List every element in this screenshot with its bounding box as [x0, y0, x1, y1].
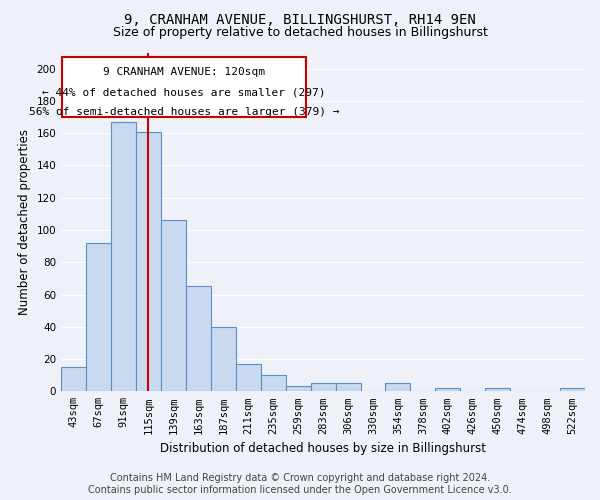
Bar	[311, 383, 335, 392]
Bar	[485, 388, 510, 392]
Text: 9, CRANHAM AVENUE, BILLINGSHURST, RH14 9EN: 9, CRANHAM AVENUE, BILLINGSHURST, RH14 9…	[124, 12, 476, 26]
Bar	[136, 132, 161, 392]
Text: Size of property relative to detached houses in Billingshurst: Size of property relative to detached ho…	[113, 26, 487, 39]
Text: 56% of semi-detached houses are larger (379) →: 56% of semi-detached houses are larger (…	[29, 108, 339, 118]
Bar	[436, 388, 460, 392]
Bar	[286, 386, 311, 392]
Bar	[560, 388, 585, 392]
Bar	[161, 220, 186, 392]
FancyBboxPatch shape	[62, 58, 305, 117]
Bar	[236, 364, 261, 392]
X-axis label: Distribution of detached houses by size in Billingshurst: Distribution of detached houses by size …	[160, 442, 486, 455]
Bar	[186, 286, 211, 392]
Bar	[335, 383, 361, 392]
Bar	[261, 375, 286, 392]
Text: ← 44% of detached houses are smaller (297): ← 44% of detached houses are smaller (29…	[42, 88, 326, 98]
Bar	[86, 243, 111, 392]
Bar	[385, 383, 410, 392]
Bar	[111, 122, 136, 392]
Text: 9 CRANHAM AVENUE: 120sqm: 9 CRANHAM AVENUE: 120sqm	[103, 67, 265, 77]
Bar	[61, 367, 86, 392]
Text: Contains HM Land Registry data © Crown copyright and database right 2024.
Contai: Contains HM Land Registry data © Crown c…	[88, 474, 512, 495]
Bar	[211, 327, 236, 392]
Y-axis label: Number of detached properties: Number of detached properties	[18, 129, 31, 315]
